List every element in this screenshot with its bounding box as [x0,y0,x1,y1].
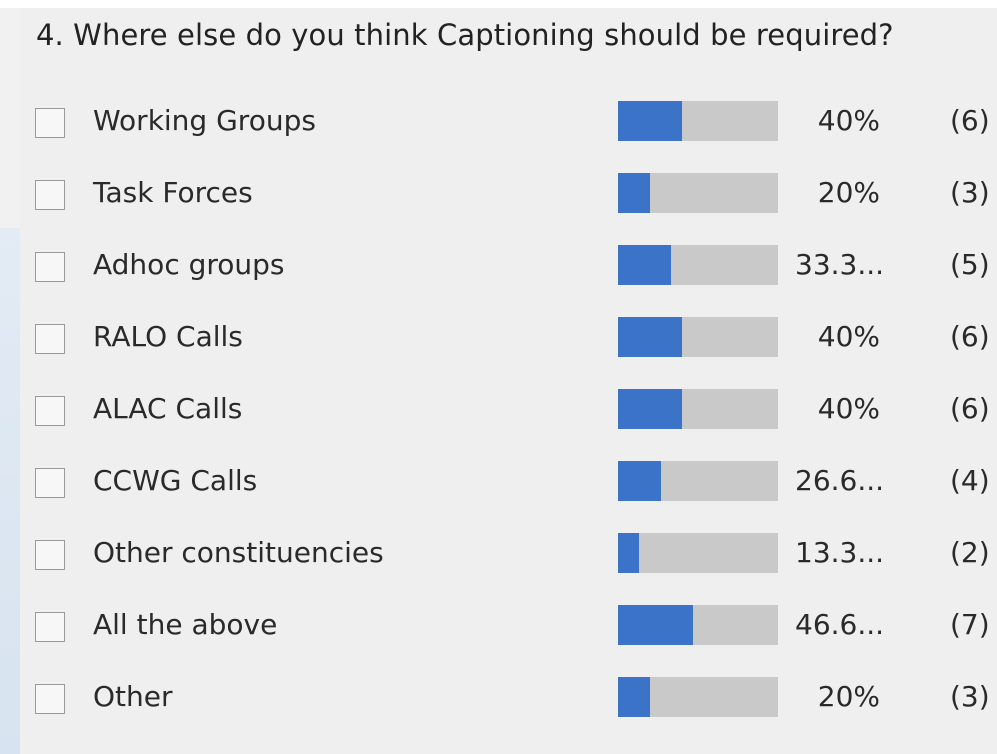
result-bar [618,245,778,285]
option-checkbox[interactable] [35,396,65,426]
option-percent: 40% [817,320,880,353]
window-top-strip [0,0,997,8]
poll-option-row[interactable]: Task Forces 20% (3) [0,170,997,220]
option-count: (4) [950,464,990,497]
result-bar-fill [618,533,640,573]
option-count: (3) [950,176,990,209]
option-label: RALO Calls [93,320,243,353]
result-bar [618,677,778,717]
option-label: Task Forces [93,176,253,209]
result-bar-fill [618,461,661,501]
option-percent: 40% [817,104,880,137]
poll-question: 4. Where else do you think Captioning sh… [36,18,894,52]
option-percent: 20% [817,680,880,713]
result-bar [618,317,778,357]
poll-option-row[interactable]: ALAC Calls 40% (6) [0,386,997,436]
poll-option-row[interactable]: CCWG Calls 26.6... (4) [0,458,997,508]
result-bar-fill [618,173,650,213]
poll-option-row[interactable]: RALO Calls 40% (6) [0,314,997,364]
result-bar [618,605,778,645]
option-checkbox[interactable] [35,108,65,138]
option-label: Other [93,680,173,713]
option-label: ALAC Calls [93,392,243,425]
option-percent: 33.3... [795,248,885,281]
result-bar [618,461,778,501]
poll-option-row[interactable]: All the above 46.6... (7) [0,602,997,652]
option-count: (6) [950,392,990,425]
poll-option-row[interactable]: Working Groups 40% (6) [0,98,997,148]
option-percent: 40% [817,392,880,425]
poll-option-row[interactable]: Other constituencies 13.3... (2) [0,530,997,580]
left-background-edge [0,228,20,754]
option-percent: 26.6... [795,464,885,497]
result-bar [618,173,778,213]
option-label: Working Groups [93,104,316,137]
option-label: Adhoc groups [93,248,285,281]
option-percent: 46.6... [795,608,885,641]
option-checkbox[interactable] [35,180,65,210]
result-bar-fill [618,317,682,357]
result-bar-fill [618,605,693,645]
option-count: (6) [950,104,990,137]
option-label: Other constituencies [93,536,384,569]
option-label: CCWG Calls [93,464,258,497]
result-bar-fill [618,677,650,717]
option-checkbox[interactable] [35,324,65,354]
result-bar-fill [618,101,682,141]
option-checkbox[interactable] [35,684,65,714]
poll-option-row[interactable]: Adhoc groups 33.3... (5) [0,242,997,292]
option-percent: 20% [817,176,880,209]
option-count: (2) [950,536,990,569]
result-bar-fill [618,389,682,429]
option-label: All the above [93,608,278,641]
result-bar [618,533,778,573]
option-checkbox[interactable] [35,540,65,570]
poll-option-row[interactable]: Other 20% (3) [0,674,997,724]
poll-panel [20,8,997,754]
option-count: (5) [950,248,990,281]
result-bar [618,389,778,429]
result-bar [618,101,778,141]
option-count: (6) [950,320,990,353]
option-count: (7) [950,608,990,641]
option-count: (3) [950,680,990,713]
option-checkbox[interactable] [35,468,65,498]
result-bar-fill [618,245,672,285]
option-checkbox[interactable] [35,252,65,282]
option-checkbox[interactable] [35,612,65,642]
option-percent: 13.3... [795,536,885,569]
